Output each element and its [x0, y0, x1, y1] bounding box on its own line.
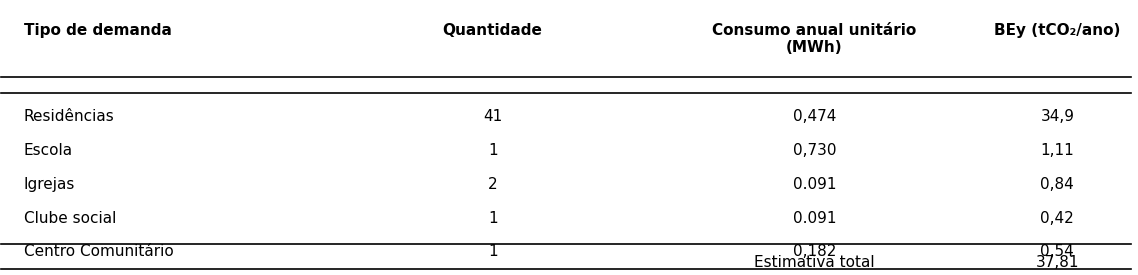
Text: Quantidade: Quantidade: [443, 23, 543, 38]
Text: Centro Comunitário: Centro Comunitário: [24, 244, 174, 259]
Text: Consumo anual unitário
(MWh): Consumo anual unitário (MWh): [712, 23, 916, 55]
Text: Escola: Escola: [24, 143, 73, 158]
Text: 0,730: 0,730: [793, 143, 836, 158]
Text: 41: 41: [483, 109, 502, 124]
Text: BEy (tCO₂/ano): BEy (tCO₂/ano): [995, 23, 1121, 38]
Text: 0,54: 0,54: [1040, 244, 1074, 259]
Text: 0,84: 0,84: [1040, 177, 1074, 192]
Text: 34,9: 34,9: [1040, 109, 1074, 124]
Text: Tipo de demanda: Tipo de demanda: [24, 23, 172, 38]
Text: 1,11: 1,11: [1040, 143, 1074, 158]
Text: 1: 1: [488, 211, 497, 226]
Text: Igrejas: Igrejas: [24, 177, 75, 192]
Text: Clube social: Clube social: [24, 211, 116, 226]
Text: 1: 1: [488, 244, 497, 259]
Text: 0,42: 0,42: [1040, 211, 1074, 226]
Text: 0,474: 0,474: [793, 109, 836, 124]
Text: 0.091: 0.091: [793, 177, 836, 192]
Text: Estimativa total: Estimativa total: [754, 255, 875, 270]
Text: 0,182: 0,182: [793, 244, 836, 259]
Text: Residências: Residências: [24, 109, 115, 124]
Text: 1: 1: [488, 143, 497, 158]
Text: 37,81: 37,81: [1036, 255, 1079, 270]
Text: 0.091: 0.091: [793, 211, 836, 226]
Text: 2: 2: [488, 177, 497, 192]
